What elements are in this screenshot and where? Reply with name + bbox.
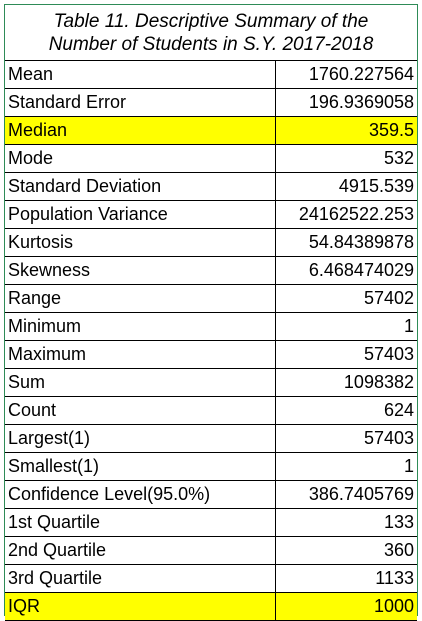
table-row: Confidence Level(95.0%) 386.7405769 [5, 480, 417, 509]
row-label: Mode [5, 144, 276, 173]
table-row: Smallest(1) 1 [5, 452, 417, 481]
row-label: Count [5, 396, 276, 425]
row-value: 532 [275, 144, 417, 173]
row-value: 1000 [275, 592, 417, 621]
row-value: 196.9369058 [275, 88, 417, 117]
table-row: Kurtosis 54.84389878 [5, 228, 417, 257]
row-value: 133 [275, 508, 417, 537]
table-title-line-1: Table 11. Descriptive Summary of the [53, 10, 369, 32]
row-label: Maximum [5, 340, 276, 369]
row-label: Standard Deviation [5, 172, 276, 201]
row-value: 386.7405769 [275, 480, 417, 509]
row-value: 359.5 [275, 116, 417, 145]
row-value: 24162522.253 [275, 200, 417, 229]
table-row: 2nd Quartile 360 [5, 536, 417, 565]
row-label: Mean [5, 61, 276, 89]
row-label: Population Variance [5, 200, 276, 229]
table-row: Minimum 1 [5, 312, 417, 341]
row-value: 1098382 [275, 368, 417, 397]
row-value: 1760.227564 [275, 61, 417, 89]
table-row: Skewness 6.468474029 [5, 256, 417, 285]
table-row: Median 359.5 [5, 116, 417, 145]
table-row: Largest(1) 57403 [5, 424, 417, 453]
table-row: 1st Quartile 133 [5, 508, 417, 537]
row-label: Minimum [5, 312, 276, 341]
row-label: Confidence Level(95.0%) [5, 480, 276, 509]
table-row: Standard Error 196.9369058 [5, 88, 417, 117]
row-label: 2nd Quartile [5, 536, 276, 565]
row-label: Skewness [5, 256, 276, 285]
table-row: Sum 1098382 [5, 368, 417, 397]
table-title: Table 11. Descriptive Summary of the Num… [5, 5, 417, 61]
row-value: 1133 [275, 564, 417, 593]
row-label: Standard Error [5, 88, 276, 117]
table-row: Mean 1760.227564 [5, 61, 417, 89]
row-value: 57403 [275, 424, 417, 453]
table-row: Range 57402 [5, 284, 417, 313]
row-label: 1st Quartile [5, 508, 276, 537]
row-value: 57403 [275, 340, 417, 369]
table-row: Standard Deviation 4915.539 [5, 172, 417, 201]
row-label: Smallest(1) [5, 452, 276, 481]
row-value: 360 [275, 536, 417, 565]
row-value: 54.84389878 [275, 228, 417, 257]
table-row: Maximum 57403 [5, 340, 417, 369]
row-value: 4915.539 [275, 172, 417, 201]
row-value: 624 [275, 396, 417, 425]
summary-table-frame: Table 11. Descriptive Summary of the Num… [4, 4, 418, 621]
table-row: Population Variance 24162522.253 [5, 200, 417, 229]
table-row: Count 624 [5, 396, 417, 425]
row-label: 3rd Quartile [5, 564, 276, 593]
row-label: Sum [5, 368, 276, 397]
row-value: 1 [275, 312, 417, 341]
row-label: Kurtosis [5, 228, 276, 257]
row-label: Median [5, 116, 276, 145]
row-label: Largest(1) [5, 424, 276, 453]
descriptive-summary-table: Mean 1760.227564 Standard Error 196.9369058… [5, 61, 417, 621]
row-label: Range [5, 284, 276, 313]
row-value: 1 [275, 452, 417, 481]
table-row: 3rd Quartile 1133 [5, 564, 417, 593]
table-row: IQR 1000 [5, 592, 417, 621]
row-value: 57402 [275, 284, 417, 313]
table-title-line-2: Number of Students in S.Y. 2017-2018 [48, 33, 374, 55]
row-value: 6.468474029 [275, 256, 417, 285]
row-label: IQR [5, 592, 276, 621]
table-row: Mode 532 [5, 144, 417, 173]
